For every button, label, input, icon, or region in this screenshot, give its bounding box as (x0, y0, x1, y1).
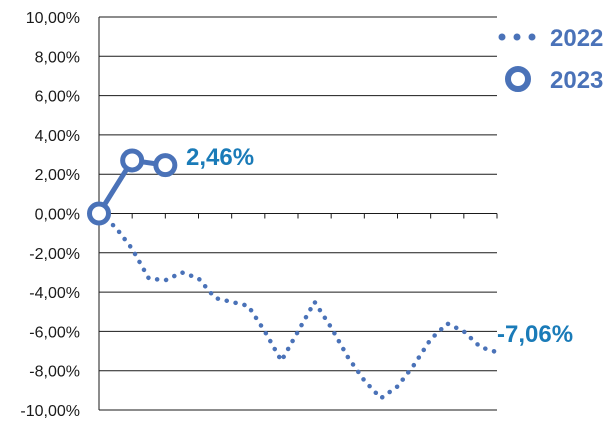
series-2023-point (153, 153, 178, 178)
y-tick-label: -6,00% (29, 324, 80, 341)
legend-entry-2022: 2022 (498, 25, 603, 52)
y-tick-label: -2,00% (29, 246, 80, 263)
legend-entry-2023: 2023 (505, 66, 603, 94)
y-tick-label: -10,00% (20, 403, 80, 420)
series-2022-path (96, 211, 500, 401)
y-tick-label: 10,00% (26, 10, 80, 27)
series-2023-point (87, 201, 111, 226)
y-tick-label: 0,00% (35, 207, 80, 224)
legend-2022-dot (498, 33, 506, 41)
legend-2022-dot (513, 33, 521, 41)
legend-2023-label: 2023 (550, 67, 603, 94)
y-tick-label: 8,00% (35, 49, 80, 66)
y-tick-label: 4,00% (35, 128, 80, 145)
series-2022-line (96, 211, 500, 401)
y-tick-label: 2,00% (35, 167, 80, 184)
legend-2023-marker (505, 66, 531, 92)
y-axis-tick-labels: 10,00% 8,00% 6,00% 4,00% 2,00% 0,00% -2,00% -4,… (20, 10, 80, 420)
series-2023-point (120, 148, 145, 173)
y-tick-label: -8,00% (29, 364, 80, 381)
legend: 2022 2023 (498, 25, 603, 94)
legend-2022-label: 2022 (550, 25, 603, 52)
annotation-2023-last-value: 2,46% (186, 144, 254, 171)
y-tick-label: -4,00% (29, 285, 80, 302)
annotation-2022-last-value: -7,06% (497, 321, 573, 348)
series-2023-line (87, 148, 178, 226)
y-tick-label: 6,00% (35, 89, 80, 106)
legend-2022-dot (528, 33, 536, 41)
